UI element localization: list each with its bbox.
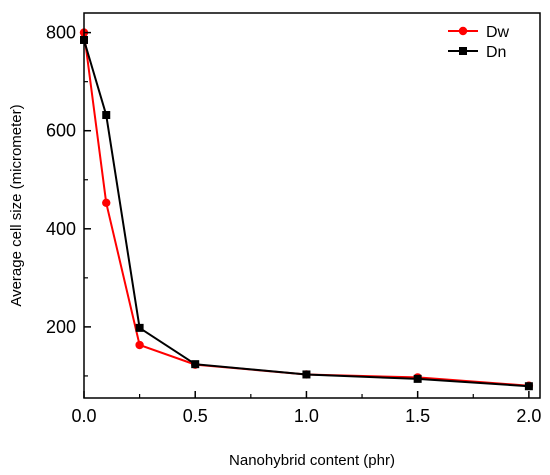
data-point-dn [191,360,200,369]
data-point-dn [413,374,422,383]
data-point-dn [135,323,144,332]
data-point-dn [524,382,533,391]
x-axis: 0.0 0.5 1.0 1.5 2.0 [71,391,541,426]
legend-label-dn: Dn [486,44,506,61]
y-tick-label: 800 [46,23,76,43]
y-tick-label: 200 [46,317,76,337]
data-point-dw [102,198,111,208]
data-point-dn [302,370,311,379]
legend-label-dw: Dw [486,24,510,41]
legend-marker-dw [458,26,468,36]
y-axis: 200 400 600 800 [46,23,91,377]
data-point-dn [102,111,111,120]
x-tick-label: 1.5 [405,406,430,426]
y-tick-label: 600 [46,121,76,141]
plot-area-frame [83,12,541,399]
legend: Dw Dn [448,24,510,61]
y-axis-title: Average cell size (micrometer) [8,104,25,306]
x-tick-label: 2.0 [516,406,541,426]
y-tick-label: 400 [46,219,76,239]
x-tick-label: 1.0 [294,406,319,426]
x-axis-title: Nanohybrid content (phr) [229,452,395,469]
data-point-dw [135,340,144,350]
legend-marker-dn [459,47,467,55]
x-tick-label: 0.0 [71,406,96,426]
x-tick-label: 0.5 [183,406,208,426]
